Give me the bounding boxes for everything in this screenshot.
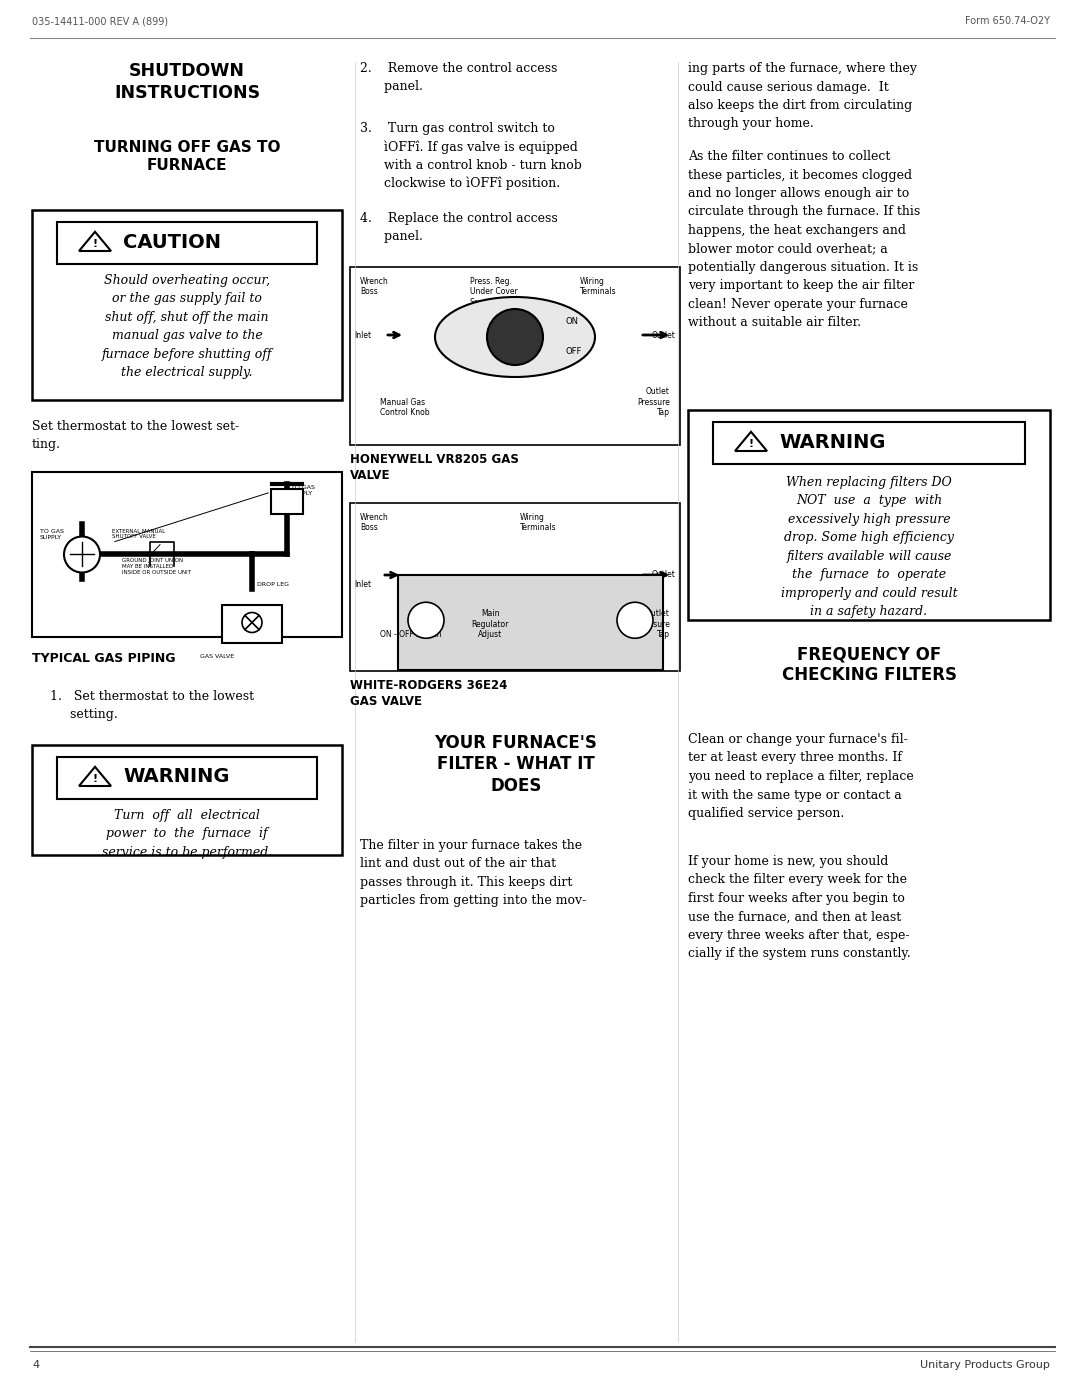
- Text: ing parts of the furnace, where they
could cause serious damage.  It
also keeps : ing parts of the furnace, where they cou…: [688, 61, 917, 130]
- Text: Should overheating occur,
or the gas supply fail to
shut off, shut off the main
: Should overheating occur, or the gas sup…: [102, 274, 272, 380]
- Text: GAS VALVE: GAS VALVE: [200, 655, 234, 659]
- Circle shape: [64, 536, 100, 573]
- Text: DROP LEG: DROP LEG: [257, 583, 289, 588]
- FancyBboxPatch shape: [57, 222, 318, 264]
- Text: !: !: [93, 239, 97, 249]
- Text: TURNING OFF GAS TO
FURNACE: TURNING OFF GAS TO FURNACE: [94, 140, 280, 173]
- Text: As the filter continues to collect
these particles, it becomes clogged
and no lo: As the filter continues to collect these…: [688, 149, 920, 330]
- Text: Outlet
Pressure
Tap: Outlet Pressure Tap: [637, 609, 670, 638]
- FancyBboxPatch shape: [271, 489, 303, 514]
- Text: OFF: OFF: [565, 348, 581, 356]
- Text: Set thermostat to the lowest set-
ting.: Set thermostat to the lowest set- ting.: [32, 420, 239, 451]
- Polygon shape: [79, 767, 111, 787]
- Text: Unitary Products Group: Unitary Products Group: [920, 1361, 1050, 1370]
- FancyBboxPatch shape: [688, 409, 1050, 620]
- Text: SHUTDOWN
INSTRUCTIONS: SHUTDOWN INSTRUCTIONS: [113, 61, 260, 102]
- Text: WARNING: WARNING: [123, 767, 229, 787]
- Text: Inlet: Inlet: [354, 581, 372, 590]
- FancyBboxPatch shape: [32, 210, 342, 400]
- Text: Wrench
Boss: Wrench Boss: [360, 513, 389, 532]
- FancyBboxPatch shape: [57, 757, 318, 799]
- Text: Wiring
Terminals: Wiring Terminals: [580, 277, 617, 296]
- Text: ON: ON: [565, 317, 578, 327]
- Text: Manual Gas
Control Knob: Manual Gas Control Knob: [380, 398, 430, 416]
- Circle shape: [617, 602, 653, 638]
- Text: The filter in your furnace takes the
lint and dust out of the air that
passes th: The filter in your furnace takes the lin…: [360, 840, 586, 908]
- Text: Main
Regulator
Adjust: Main Regulator Adjust: [471, 609, 509, 638]
- Text: Form 650.74-O2Y: Form 650.74-O2Y: [966, 15, 1050, 27]
- FancyBboxPatch shape: [713, 422, 1025, 464]
- Circle shape: [242, 612, 262, 633]
- Polygon shape: [79, 232, 111, 251]
- Text: 035-14411-000 REV A (899): 035-14411-000 REV A (899): [32, 15, 168, 27]
- Text: !: !: [93, 774, 97, 784]
- FancyBboxPatch shape: [350, 267, 680, 446]
- Text: Press. Reg.
Under Cover
Screw: Press. Reg. Under Cover Screw: [470, 277, 517, 307]
- Text: Wiring
Terminals: Wiring Terminals: [519, 513, 556, 532]
- Text: Inlet: Inlet: [354, 331, 372, 339]
- Text: If your home is new, you should
check the filter every week for the
first four w: If your home is new, you should check th…: [688, 855, 910, 961]
- Text: TYPICAL GAS PIPING: TYPICAL GAS PIPING: [32, 652, 175, 665]
- FancyBboxPatch shape: [222, 605, 282, 644]
- Text: When replacing filters DO
NOT  use  a  type  with
excessively high pressure
drop: When replacing filters DO NOT use a type…: [781, 476, 957, 619]
- Text: TO GAS
SUPPLY: TO GAS SUPPLY: [291, 485, 315, 496]
- Text: Wrench
Boss: Wrench Boss: [360, 277, 389, 296]
- Ellipse shape: [435, 298, 595, 377]
- FancyBboxPatch shape: [399, 576, 663, 671]
- Polygon shape: [735, 432, 767, 451]
- Text: TO GAS
SUPPLY: TO GAS SUPPLY: [40, 529, 64, 541]
- Circle shape: [408, 602, 444, 638]
- Text: YOUR FURNACE'S
FILTER - WHAT IT
DOES: YOUR FURNACE'S FILTER - WHAT IT DOES: [434, 733, 597, 795]
- Text: 4.    Replace the control access
      panel.: 4. Replace the control access panel.: [360, 212, 557, 243]
- Text: 2.    Remove the control access
      panel.: 2. Remove the control access panel.: [360, 61, 557, 94]
- Text: FREQUENCY OF
CHECKING FILTERS: FREQUENCY OF CHECKING FILTERS: [782, 645, 957, 685]
- Text: GROUND JOINT UNION
MAY BE INSTALLED
INSIDE OR OUTSIDE UNIT: GROUND JOINT UNION MAY BE INSTALLED INSI…: [122, 559, 191, 576]
- FancyBboxPatch shape: [350, 503, 680, 671]
- FancyBboxPatch shape: [32, 745, 342, 855]
- Text: Outlet
Pressure
Tap: Outlet Pressure Tap: [637, 387, 670, 416]
- Text: Turn  off  all  electrical
power  to  the  furnace  if
service is to be performe: Turn off all electrical power to the fur…: [102, 809, 272, 859]
- Text: WHITE-RODGERS 36E24
GAS VALVE: WHITE-RODGERS 36E24 GAS VALVE: [350, 679, 508, 708]
- Circle shape: [487, 309, 543, 365]
- Text: ON - OFF Switch: ON - OFF Switch: [380, 630, 442, 638]
- Text: !: !: [748, 439, 754, 448]
- Text: EXTERNAL MANUAL
SHUTOFF VALVE: EXTERNAL MANUAL SHUTOFF VALVE: [112, 528, 165, 539]
- Text: HONEYWELL VR8205 GAS
VALVE: HONEYWELL VR8205 GAS VALVE: [350, 453, 518, 482]
- Text: 1.   Set thermostat to the lowest
     setting.: 1. Set thermostat to the lowest setting.: [50, 690, 254, 721]
- Text: Outlet: Outlet: [652, 570, 676, 580]
- Text: 3.    Turn gas control switch to
      ìOFFî. If gas valve is equipped
      wit: 3. Turn gas control switch to ìOFFî. If …: [360, 122, 582, 190]
- FancyBboxPatch shape: [32, 472, 342, 637]
- Text: 4: 4: [32, 1361, 39, 1370]
- Text: WARNING: WARNING: [779, 433, 886, 451]
- Text: Clean or change your furnace's fil-
ter at least every three months. If
you need: Clean or change your furnace's fil- ter …: [688, 733, 914, 820]
- Text: Outlet: Outlet: [652, 331, 676, 339]
- Text: CAUTION: CAUTION: [123, 232, 221, 251]
